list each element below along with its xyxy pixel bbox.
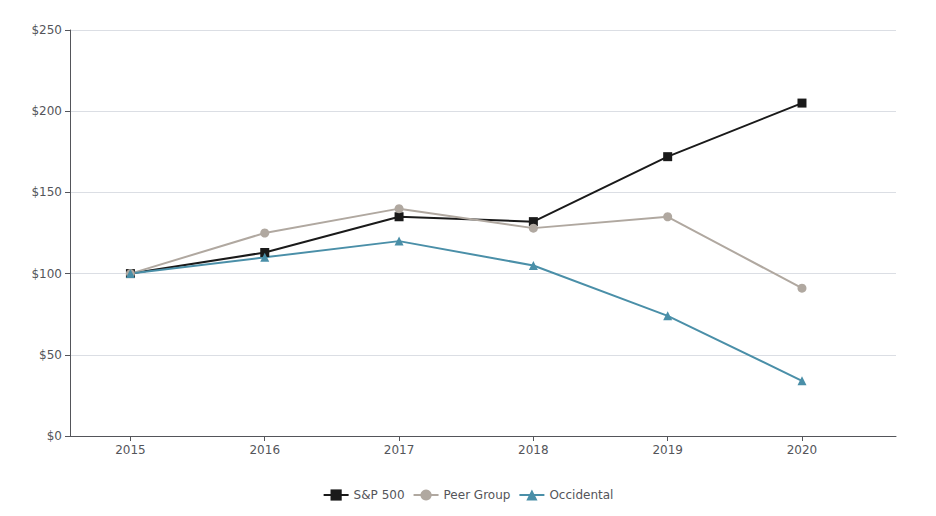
svg-text:Peer Group: Peer Group xyxy=(444,488,511,502)
svg-text:2019: 2019 xyxy=(652,443,683,457)
svg-text:$150: $150 xyxy=(31,185,62,199)
svg-text:2018: 2018 xyxy=(518,443,549,457)
svg-text:$0: $0 xyxy=(47,429,62,443)
svg-text:2017: 2017 xyxy=(384,443,415,457)
svg-text:2016: 2016 xyxy=(249,443,280,457)
svg-text:Occidental: Occidental xyxy=(549,488,613,502)
svg-text:2015: 2015 xyxy=(115,443,146,457)
svg-text:$100: $100 xyxy=(31,267,62,281)
svg-text:$200: $200 xyxy=(31,104,62,118)
svg-text:$250: $250 xyxy=(31,23,62,37)
svg-text:S&P 500: S&P 500 xyxy=(354,488,405,502)
svg-text:2020: 2020 xyxy=(787,443,818,457)
svg-text:$50: $50 xyxy=(39,348,62,362)
